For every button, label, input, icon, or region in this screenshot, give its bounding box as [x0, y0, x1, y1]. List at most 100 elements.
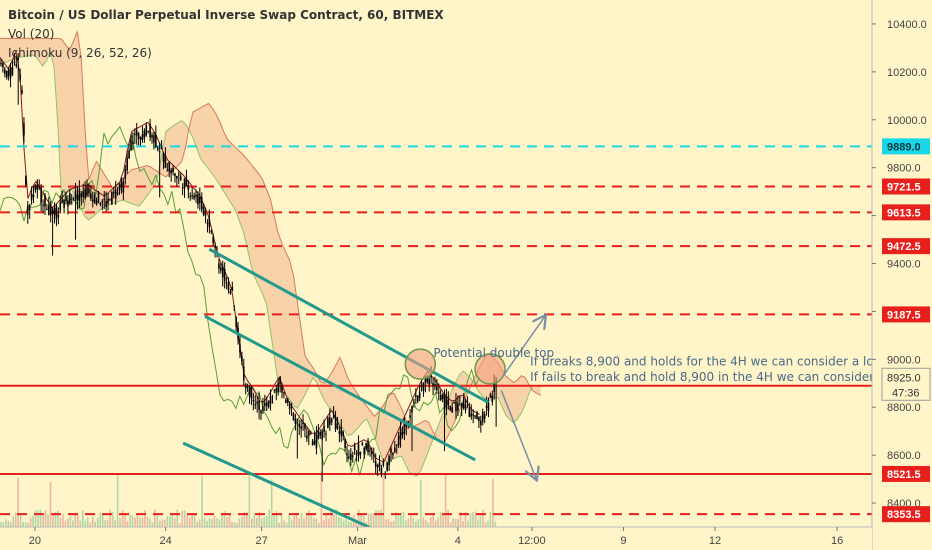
volume-bar — [178, 522, 181, 527]
volume-bar — [325, 515, 328, 527]
volume-bar — [454, 518, 457, 527]
candle-body — [491, 395, 494, 402]
candle-body — [74, 190, 77, 199]
volume-bar — [320, 471, 323, 527]
volume-bar — [298, 518, 300, 527]
volume-bar — [482, 509, 484, 527]
volume-bar — [268, 509, 271, 527]
candle-body — [252, 400, 255, 402]
candle-body — [459, 396, 461, 398]
channel-line — [208, 247, 490, 404]
volume-bar — [154, 509, 156, 527]
candle-body — [40, 188, 42, 203]
volume-bar — [168, 516, 171, 527]
leading-span-a — [0, 50, 541, 477]
candle-body — [139, 136, 142, 140]
candle-body — [384, 473, 387, 475]
candle-body — [118, 184, 121, 191]
volume-bar — [342, 520, 345, 527]
volume-bar — [201, 475, 203, 527]
candle-body — [189, 195, 192, 197]
candle-body — [304, 424, 306, 429]
level-price-label: 9889.0 — [887, 141, 921, 153]
volume-bar — [477, 519, 479, 527]
volume-bar — [402, 511, 405, 527]
level-price-label: 9721.5 — [887, 181, 921, 193]
candle-body — [460, 403, 463, 408]
volume-bar — [211, 518, 213, 527]
volume-bar — [96, 517, 99, 527]
candle-body — [420, 384, 423, 387]
candle-body — [462, 400, 465, 408]
candle-body — [170, 169, 172, 173]
candle-body — [25, 176, 27, 185]
candle-body — [191, 195, 193, 197]
candle-body — [4, 69, 6, 74]
volume-bar — [171, 514, 174, 527]
candle-body — [229, 291, 232, 294]
arrow-up — [500, 316, 545, 379]
volume-bar — [313, 518, 315, 527]
candle-body — [447, 399, 450, 405]
candle-body — [202, 207, 205, 215]
candle-body — [325, 433, 327, 435]
volume-bar — [4, 518, 7, 527]
candle-body — [355, 452, 358, 454]
candle-body — [248, 387, 251, 397]
candle-body — [439, 395, 442, 400]
x-tick-label: 4 — [455, 535, 461, 547]
volume-bar — [59, 517, 62, 527]
volume-bar — [226, 517, 228, 527]
volume-bar — [89, 522, 92, 527]
volume-bar — [258, 511, 261, 527]
y-tick-label: 8800.0 — [887, 402, 921, 414]
horizontal-levels — [0, 145, 872, 516]
candle-body — [44, 195, 46, 207]
volume-bar — [305, 514, 308, 527]
level-price-tag — [882, 306, 930, 323]
level-price-tag — [882, 204, 930, 221]
candle-body — [0, 62, 2, 65]
candle-body — [426, 375, 429, 382]
volume-bars — [0, 471, 497, 527]
x-tick-label: 27 — [255, 535, 267, 547]
candle-body — [59, 202, 62, 211]
volume-bar — [293, 516, 295, 527]
candle-body — [294, 418, 297, 424]
volume-bar — [248, 471, 251, 527]
candle-body — [145, 124, 148, 136]
candle-body — [472, 414, 474, 416]
volume-bar — [494, 521, 497, 527]
volume-bar — [350, 522, 353, 527]
volume-bar — [77, 514, 79, 527]
volume-bar — [17, 478, 19, 527]
x-tick-label: 12:00 — [518, 535, 546, 547]
candle-body — [143, 130, 146, 138]
x-tick-label: Mar — [348, 535, 367, 547]
candle-body — [130, 139, 132, 151]
candle-body — [141, 134, 144, 140]
candle-body — [395, 444, 398, 446]
candle-body — [241, 356, 243, 362]
volume-bar — [99, 512, 102, 527]
volume-bar — [86, 517, 89, 527]
volume-bar — [285, 522, 288, 527]
volume-bar — [424, 519, 427, 527]
volume-bar — [275, 511, 278, 527]
volume-bar — [390, 521, 392, 527]
volume-bar — [487, 520, 489, 527]
candle-body — [298, 423, 301, 427]
volume-bar — [295, 513, 298, 527]
legend-title: Bitcoin / US Dollar Perpetual Inverse Sw… — [8, 8, 444, 22]
candle-body — [199, 196, 201, 203]
volume-bar — [146, 516, 149, 527]
volume-bar — [67, 518, 69, 527]
volume-bar — [449, 522, 452, 527]
candle-body — [307, 431, 310, 437]
candle-body — [262, 406, 264, 411]
candle-body — [260, 410, 262, 414]
candle-body — [357, 443, 360, 457]
candle-body — [351, 455, 354, 457]
candle-body — [413, 402, 415, 404]
